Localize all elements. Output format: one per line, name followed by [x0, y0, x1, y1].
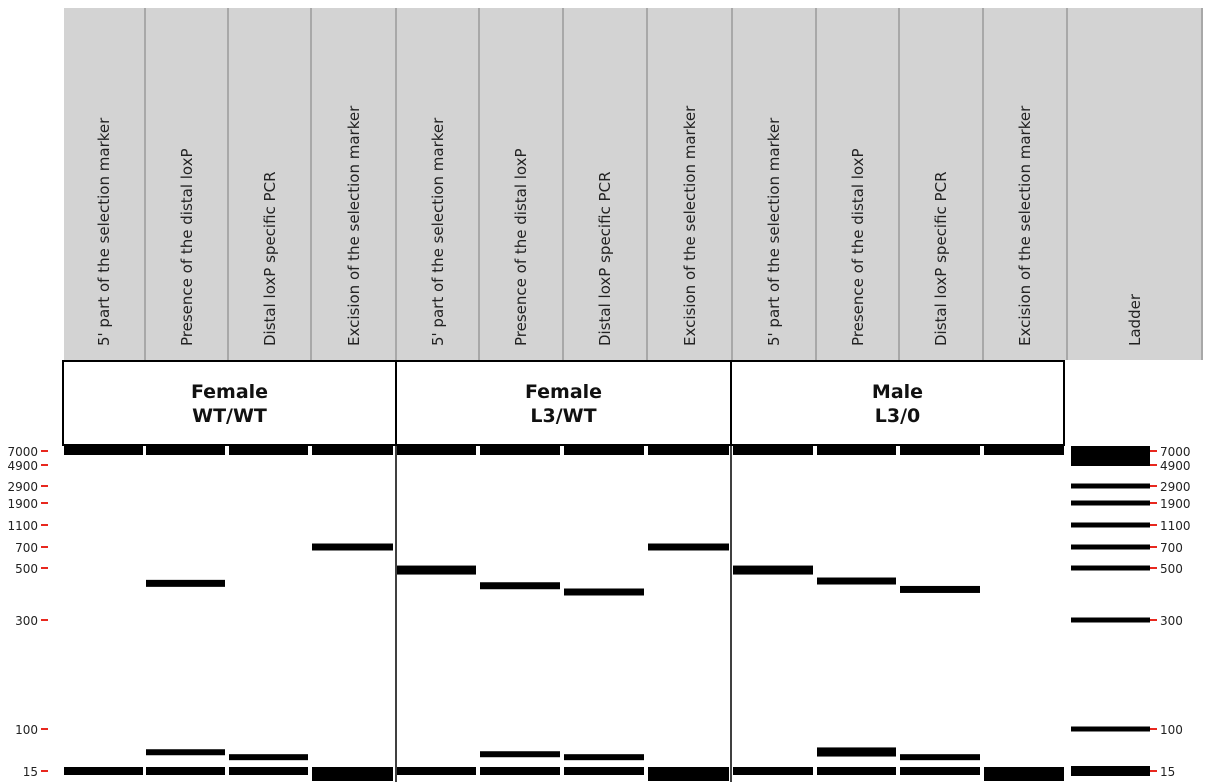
band-lane-8-700bp: [648, 543, 729, 551]
band-lane-2-7000bp: [146, 446, 225, 455]
lane-header-6: Presence of the distal loxP: [480, 8, 564, 360]
band-lane-7-395bp: [564, 588, 644, 596]
band-lane-10-38bp: [817, 747, 896, 754]
size-marker-label-right: 100: [1160, 723, 1183, 737]
band-lane-6-7000bp: [480, 446, 560, 455]
band-lane-7-15bp: [564, 767, 644, 775]
band-lane-5-15bp: [397, 767, 476, 775]
band-lane-3-28bp: [229, 754, 308, 761]
band-lane-5-490bp: [397, 565, 476, 575]
size-marker-label-left: 500: [15, 562, 38, 576]
size-marker-label-right: 700: [1160, 541, 1183, 555]
band-lane-13-1900bp: [1071, 500, 1150, 506]
lane-header-9: 5' part of the selection marker: [733, 8, 817, 360]
band-lane-11-7000bp: [900, 446, 980, 455]
size-marker-label-right: 4900: [1160, 459, 1191, 473]
band-lane-10-15bp: [817, 767, 896, 775]
band-lane-1-7000bp: [64, 446, 143, 455]
lane-header-4: Excision of the selection marker: [312, 8, 397, 360]
size-marker-label-left: 4900: [7, 459, 38, 473]
band-lane-13-300bp: [1071, 617, 1150, 623]
lane-header-11: Distal loxP specific PCR: [900, 8, 984, 360]
band-lane-11-28bp: [900, 754, 980, 761]
size-marker-label-left: 2900: [7, 480, 38, 494]
size-marker-label-left: 300: [15, 614, 38, 628]
band-lane-13-4900bp: [1071, 464, 1150, 466]
band-lane-8-13bp: [648, 771, 729, 781]
band-lane-13-15bp: [1071, 766, 1150, 776]
lane-header-13: Ladder: [1068, 8, 1203, 360]
band-lane-9-7000bp: [733, 446, 813, 455]
size-marker-label-right: 2900: [1160, 480, 1191, 494]
lane-header-2: Presence of the distal loxP: [146, 8, 229, 360]
band-lane-5-7000bp: [397, 446, 476, 455]
band-lane-4-700bp: [312, 543, 393, 551]
sample-group-3: Male L3/0: [730, 360, 1065, 446]
lane-header-10: Presence of the distal loxP: [817, 8, 900, 360]
band-lane-10-440bp: [817, 577, 896, 585]
band-lane-6-420bp: [480, 582, 560, 590]
size-marker-label-left: 15: [23, 765, 38, 779]
band-lane-1-15bp: [64, 767, 143, 775]
band-lane-12-7000bp: [984, 446, 1064, 455]
band-lane-6-32bp: [480, 751, 560, 758]
size-marker-label-right: 15: [1160, 765, 1175, 779]
size-marker-label-left: 100: [15, 723, 38, 737]
band-lane-7-7000bp: [564, 446, 644, 455]
lane-header-12: Excision of the selection marker: [984, 8, 1068, 360]
size-marker-label-left: 7000: [7, 445, 38, 459]
size-marker-label-right: 7000: [1160, 445, 1191, 459]
band-lane-13-1100bp: [1071, 522, 1150, 528]
lane-header-8: Excision of the selection marker: [648, 8, 733, 360]
size-marker-label-right: 500: [1160, 562, 1183, 576]
band-lane-7-28bp: [564, 754, 644, 761]
band-lane-13-700bp: [1071, 544, 1150, 550]
band-lane-8-7000bp: [648, 446, 729, 455]
band-lane-11-405bp: [900, 585, 980, 593]
band-lane-12-12bp: [984, 771, 1064, 781]
lane-header-1: 5' part of the selection marker: [64, 8, 146, 360]
band-lane-6-15bp: [480, 767, 560, 775]
band-lane-2-15bp: [146, 767, 225, 775]
band-lane-9-490bp: [733, 565, 813, 575]
lane-header-3: Distal loxP specific PCR: [229, 8, 312, 360]
lane-header-7: Distal loxP specific PCR: [564, 8, 648, 360]
lane-header-5: 5' part of the selection marker: [397, 8, 480, 360]
group-genotype-label: WT/WT: [192, 405, 267, 427]
size-marker-label-right: 300: [1160, 614, 1183, 628]
group-genotype-label: L3/WT: [530, 405, 597, 427]
group-sex-label: Female: [190, 381, 269, 403]
size-marker-label-right: 1900: [1160, 497, 1191, 511]
sample-group-2: Female L3/WT: [395, 360, 732, 446]
group-genotype-label: L3/0: [874, 405, 921, 427]
band-lane-11-15bp: [900, 767, 980, 775]
group-sex-label: Male: [871, 381, 924, 403]
band-lane-13-100bp: [1071, 726, 1150, 732]
size-marker-label-left: 1100: [7, 519, 38, 533]
band-lane-4-7000bp: [312, 446, 393, 455]
band-lane-3-15bp: [229, 767, 308, 775]
band-lane-13-2900bp: [1071, 483, 1150, 489]
group-sex-label: Female: [524, 381, 603, 403]
band-lane-10-33bp: [817, 750, 896, 757]
band-lane-3-7000bp: [229, 446, 308, 455]
band-lane-2-430bp: [146, 579, 225, 587]
band-lane-2-35bp: [146, 749, 225, 756]
band-lane-13-7000bp: [1071, 446, 1150, 466]
size-marker-label-left: 1900: [7, 497, 38, 511]
size-marker-label-left: 700: [15, 541, 38, 555]
band-lane-4-12bp: [312, 771, 393, 781]
band-lane-13-500bp: [1071, 565, 1150, 571]
band-lane-10-7000bp: [817, 446, 896, 455]
size-marker-label-right: 1100: [1160, 519, 1191, 533]
band-lane-9-15bp: [733, 767, 813, 775]
